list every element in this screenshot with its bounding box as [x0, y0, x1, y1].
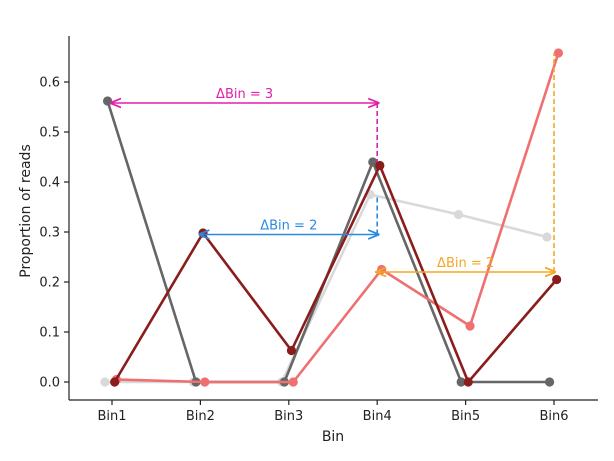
series-1 [100, 190, 551, 387]
series-point [200, 377, 209, 386]
series-point [554, 48, 563, 57]
y-axis-title: Proportion of reads [18, 144, 34, 277]
x-tick-label: Bin4 [363, 409, 392, 424]
y-tick-label: 0.4 [39, 176, 60, 191]
series-line [115, 166, 557, 383]
series-point [110, 377, 119, 386]
y-tick-label: 0.2 [39, 276, 60, 291]
series-point [287, 346, 296, 355]
series-3 [112, 48, 563, 386]
series-2 [103, 96, 554, 386]
y-tick-label: 0.5 [39, 126, 60, 141]
series-point [465, 321, 474, 330]
series-point [103, 96, 112, 105]
x-tick-label: Bin1 [97, 409, 126, 424]
x-tick-label: Bin6 [539, 409, 568, 424]
annotation-label: ΔBin = 2 [260, 219, 317, 234]
series-point [542, 232, 551, 241]
x-tick-label: Bin5 [451, 409, 480, 424]
annotation-layer: ΔBin = 3 ΔBin = 2 ΔBin = 2 [111, 53, 555, 272]
series-line [108, 101, 550, 382]
annotation-label: ΔBin = 3 [216, 87, 273, 102]
series-point [454, 210, 463, 219]
series-point [289, 377, 298, 386]
series-4 [110, 161, 561, 387]
y-tick-label: 0.0 [39, 376, 60, 391]
series-point [375, 161, 384, 170]
annotation-label: ΔBin = 2 [437, 256, 494, 271]
annotation-1: ΔBin = 3 [111, 87, 378, 162]
x-tick-label: Bin3 [274, 409, 303, 424]
y-tick-label: 0.1 [39, 326, 60, 341]
series-point [545, 377, 554, 386]
x-tick-label: Bin2 [186, 409, 215, 424]
x-axis-title: Bin [322, 429, 344, 445]
series-point [552, 275, 561, 284]
series-point [100, 377, 109, 386]
y-tick-label: 0.6 [39, 76, 60, 91]
y-tick-label: 0.3 [39, 226, 60, 241]
series-point [464, 377, 473, 386]
series-layer [100, 48, 563, 386]
series-point [198, 228, 207, 237]
